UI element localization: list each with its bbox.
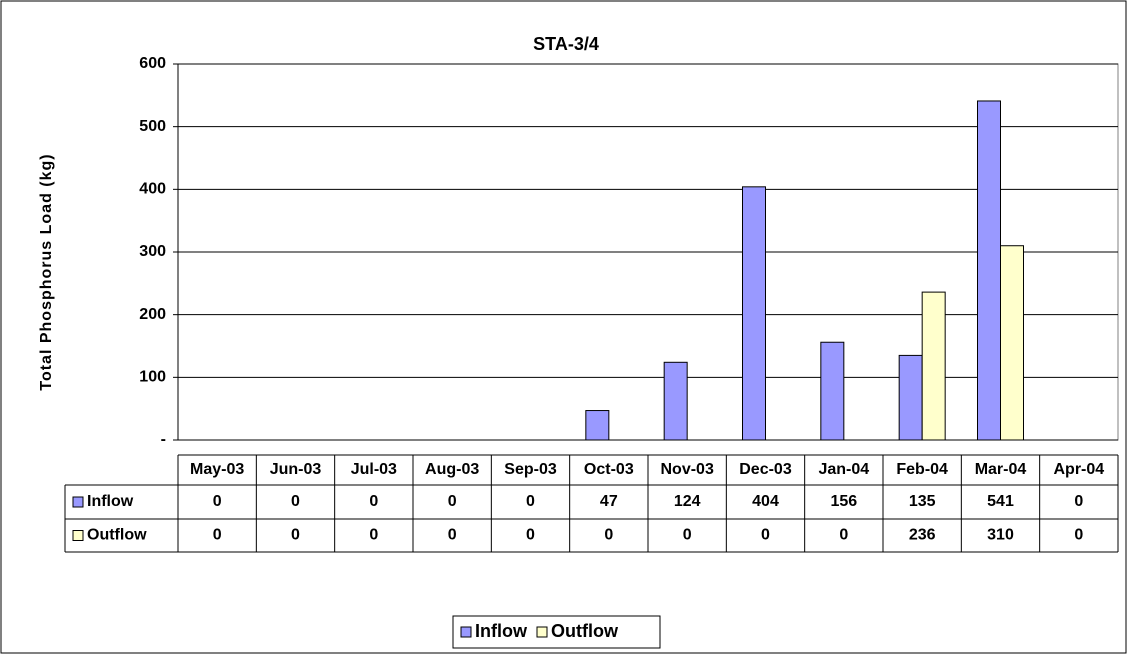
table-value: 0 <box>604 527 613 544</box>
table-value: 0 <box>369 527 378 544</box>
legend-box <box>452 615 661 649</box>
bar <box>921 291 946 441</box>
bar <box>820 341 845 441</box>
chart-title: STA-3/4 <box>533 34 599 54</box>
legend-swatch <box>460 626 472 638</box>
table-value: 0 <box>213 493 222 510</box>
table-value: 0 <box>369 493 378 510</box>
table-value: 0 <box>526 527 535 544</box>
table-value: 0 <box>291 527 300 544</box>
y-tick-label: 100 <box>139 369 166 386</box>
y-tick-label: - <box>161 431 166 448</box>
table-value: 124 <box>674 493 701 510</box>
legend-label: Outflow <box>551 621 619 641</box>
bar <box>663 361 688 441</box>
table-header: Aug-03 <box>425 461 479 478</box>
bar <box>1000 245 1024 441</box>
table-value: 0 <box>839 527 848 544</box>
table-header: Nov-03 <box>660 461 713 478</box>
y-tick-label: 400 <box>139 181 166 198</box>
table-value: 47 <box>600 493 618 510</box>
y-axis-label: Total Phosphorus Load (kg) <box>38 153 55 390</box>
legend-swatch <box>536 626 548 638</box>
table-header: Jun-03 <box>270 461 322 478</box>
table-header: Sep-03 <box>504 461 557 478</box>
table-value: 156 <box>830 493 857 510</box>
table-value: 0 <box>448 493 457 510</box>
bar <box>977 100 1001 441</box>
y-tick-label: 500 <box>139 118 166 135</box>
bar <box>742 186 766 441</box>
bar <box>898 354 923 441</box>
bar <box>585 410 610 441</box>
table-value: 541 <box>987 493 1014 510</box>
table-value: 0 <box>526 493 535 510</box>
table-value: 0 <box>291 493 300 510</box>
table-header: Apr-04 <box>1053 461 1104 478</box>
table-value: 310 <box>987 527 1014 544</box>
row-label: Inflow <box>87 493 134 510</box>
row-label: Outflow <box>87 527 147 544</box>
table-header: Feb-04 <box>896 461 948 478</box>
y-tick-label: 600 <box>139 55 166 72</box>
legend-swatch <box>72 530 84 541</box>
table-value: 135 <box>909 493 936 510</box>
table-value: 0 <box>683 527 692 544</box>
table-value: 0 <box>1074 527 1083 544</box>
y-tick-label: 300 <box>139 243 166 260</box>
table-value: 236 <box>909 527 936 544</box>
table-header: May-03 <box>190 461 244 478</box>
y-tick-label: 200 <box>139 306 166 323</box>
table-value: 0 <box>1074 493 1083 510</box>
table-value: 0 <box>213 527 222 544</box>
table-header: Jan-04 <box>818 461 869 478</box>
table-header: Jul-03 <box>351 461 397 478</box>
table-header: Dec-03 <box>739 461 792 478</box>
legend-label: Inflow <box>475 621 528 641</box>
legend-swatch <box>72 496 84 508</box>
table-value: 404 <box>752 493 779 510</box>
table-header: Oct-03 <box>584 461 634 478</box>
table-value: 0 <box>761 527 770 544</box>
table-value: 0 <box>448 527 457 544</box>
table-header: Mar-04 <box>975 461 1027 478</box>
